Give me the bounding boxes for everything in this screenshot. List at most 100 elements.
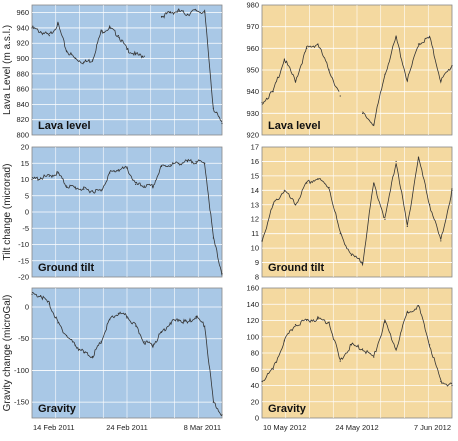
data-point bbox=[152, 344, 154, 346]
data-point bbox=[272, 91, 274, 93]
data-point bbox=[83, 352, 85, 354]
data-point bbox=[204, 12, 206, 14]
y-tick-label: 8 bbox=[255, 273, 259, 282]
data-point bbox=[178, 162, 180, 164]
data-point bbox=[186, 322, 189, 324]
data-point bbox=[373, 356, 375, 358]
data-point bbox=[57, 322, 59, 324]
y-tick-label: 960 bbox=[246, 44, 259, 53]
data-point bbox=[169, 164, 171, 166]
data-point bbox=[143, 185, 145, 187]
data-point bbox=[361, 112, 364, 114]
y-tick-label: 5 bbox=[25, 191, 29, 200]
data-point bbox=[57, 23, 59, 25]
data-point bbox=[143, 55, 145, 57]
data-point bbox=[65, 185, 68, 187]
data-point bbox=[117, 312, 119, 314]
y-tick-label: 950 bbox=[246, 66, 259, 75]
data-point bbox=[74, 187, 76, 189]
panel-left-tilt: -20 -15 -10 -5 0 5 10 15 20 Ground tilt Tilt chang… bbox=[2, 143, 223, 282]
y-tick-label: 10 bbox=[251, 244, 259, 253]
data-point bbox=[429, 36, 431, 39]
data-point bbox=[440, 80, 442, 82]
panel-label: Lava level bbox=[38, 120, 91, 132]
data-point bbox=[272, 204, 274, 206]
data-point bbox=[384, 73, 386, 75]
y-tick-label: 14 bbox=[251, 186, 259, 195]
data-point bbox=[74, 57, 76, 60]
data-point bbox=[361, 261, 364, 264]
y-tick-label: 0 bbox=[25, 208, 29, 217]
y-tick-label: 11 bbox=[251, 229, 259, 238]
data-point bbox=[429, 204, 431, 206]
data-point bbox=[31, 27, 33, 29]
data-point bbox=[451, 65, 453, 67]
data-point bbox=[195, 315, 197, 318]
data-point bbox=[306, 319, 308, 322]
data-point bbox=[178, 319, 180, 321]
data-point bbox=[195, 9, 197, 11]
data-point bbox=[40, 31, 42, 33]
data-point bbox=[406, 311, 408, 313]
y-tick-label: 15 bbox=[251, 171, 259, 180]
data-point bbox=[31, 178, 33, 181]
panel-label: Lava level bbox=[268, 120, 321, 132]
data-point bbox=[440, 380, 442, 383]
y-tick-label: 900 bbox=[16, 54, 29, 63]
data-point bbox=[100, 341, 102, 343]
y-tick-label: 920 bbox=[16, 39, 29, 48]
data-point bbox=[261, 240, 263, 242]
data-point bbox=[65, 50, 68, 52]
data-point bbox=[317, 43, 319, 45]
data-point bbox=[272, 368, 274, 370]
data-point bbox=[294, 80, 297, 82]
data-point bbox=[152, 186, 154, 188]
y-axis-label: Tilt change (microrad) bbox=[2, 164, 13, 261]
y-tick-label: 40 bbox=[251, 381, 259, 390]
y-tick-label: 60 bbox=[251, 365, 259, 374]
data-point bbox=[339, 233, 341, 235]
panel-label: Ground tilt bbox=[38, 262, 95, 274]
data-point bbox=[395, 36, 397, 39]
y-tick-label: 10 bbox=[21, 175, 29, 184]
data-point bbox=[384, 218, 386, 220]
x-tick-label: 24 May 2012 bbox=[335, 423, 378, 432]
data-point bbox=[169, 322, 171, 324]
y-tick-label: 100 bbox=[246, 332, 259, 341]
data-line bbox=[31, 158, 223, 276]
data-point bbox=[186, 161, 189, 163]
panel-left-lava: 800 820 840 860 880 900 920 940 960 Lava level Lav… bbox=[2, 4, 223, 140]
data-point bbox=[143, 341, 145, 343]
data-point bbox=[109, 319, 111, 321]
data-point bbox=[328, 321, 330, 323]
data-point bbox=[212, 401, 214, 403]
data-point bbox=[212, 107, 214, 109]
x-tick-label: 7 Jun 2012 bbox=[414, 423, 451, 432]
data-point bbox=[451, 384, 453, 387]
data-point bbox=[126, 48, 128, 50]
data-point bbox=[31, 293, 33, 295]
x-tick-label: 24 Feb 2011 bbox=[106, 423, 148, 432]
y-tick-label: 160 bbox=[246, 284, 259, 293]
y-tick-label: 80 bbox=[251, 349, 259, 358]
y-axis-label: Gravity change (microGal) bbox=[2, 295, 13, 412]
data-point bbox=[83, 188, 85, 190]
data-point bbox=[261, 380, 263, 383]
data-point bbox=[91, 355, 94, 358]
y-tick-label: 940 bbox=[16, 23, 29, 32]
data-point bbox=[350, 254, 353, 256]
data-point bbox=[261, 101, 263, 104]
y-tick-label: 980 bbox=[246, 1, 259, 10]
panel-left-gravity: -150 -100 -50 0 Gravity Gravity change (micro… bbox=[2, 287, 223, 432]
y-tick-label: 920 bbox=[246, 131, 259, 140]
y-tick-label: 20 bbox=[21, 143, 29, 152]
data-point bbox=[65, 334, 68, 337]
data-point bbox=[117, 169, 119, 171]
y-tick-label: 0 bbox=[255, 414, 259, 423]
data-point bbox=[109, 172, 111, 174]
data-point bbox=[212, 237, 214, 239]
data-point bbox=[48, 175, 50, 177]
data-point bbox=[204, 325, 206, 327]
